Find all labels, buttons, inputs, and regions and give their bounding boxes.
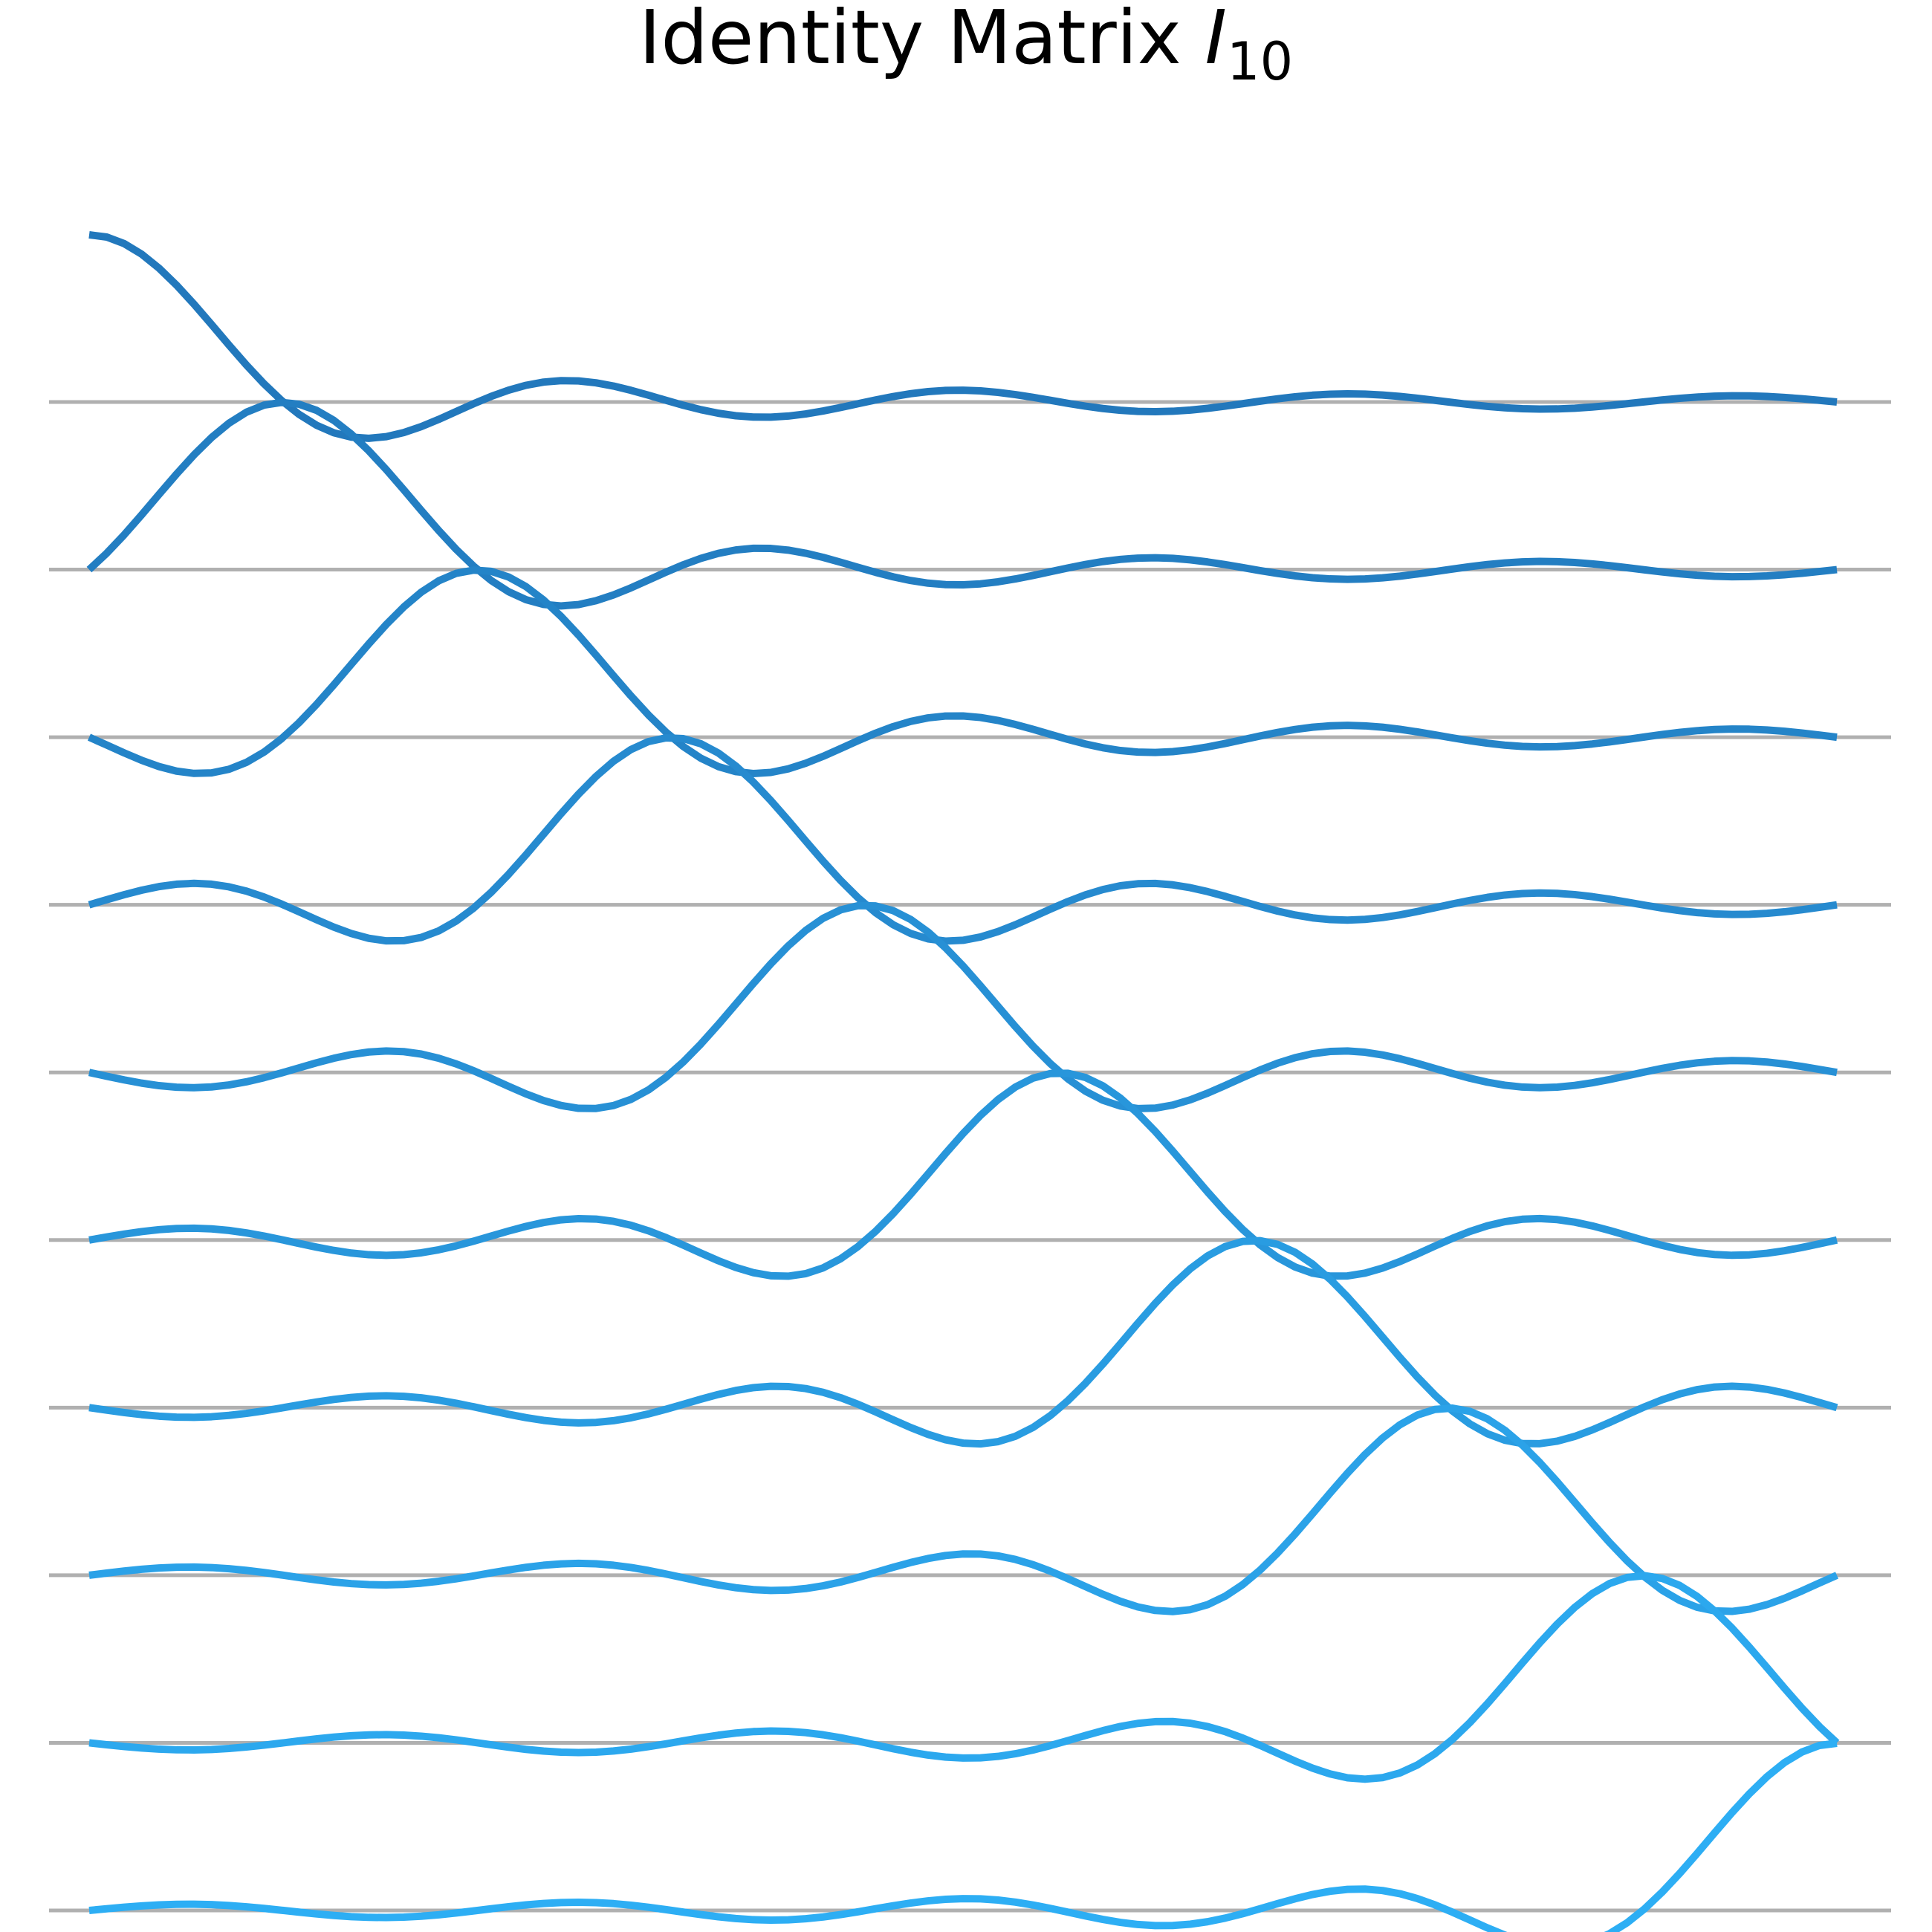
series-line-row-8: [88, 1404, 1839, 1615]
series-line-row-9: [88, 1572, 1840, 1783]
chart-title-italic: I: [1205, 0, 1228, 81]
series-curves-group: [86, 231, 1840, 1932]
series-line-row-4: [88, 734, 1838, 945]
series-line-row-6: [88, 1069, 1838, 1280]
chart-title: Identity Matrix I10: [639, 0, 1293, 92]
series-line-row-2: [86, 398, 1838, 610]
series-line-row-1: [88, 231, 1838, 442]
series-line-row-7: [88, 1236, 1838, 1448]
chart-title-main: Identity Matrix: [639, 0, 1205, 81]
series-line-row-5: [88, 901, 1838, 1112]
chart-title-subscript: 10: [1227, 31, 1293, 92]
series-line-row-10: [88, 1740, 1838, 1932]
series-line-row-3: [87, 566, 1838, 777]
baselines-group: [49, 400, 1891, 1913]
